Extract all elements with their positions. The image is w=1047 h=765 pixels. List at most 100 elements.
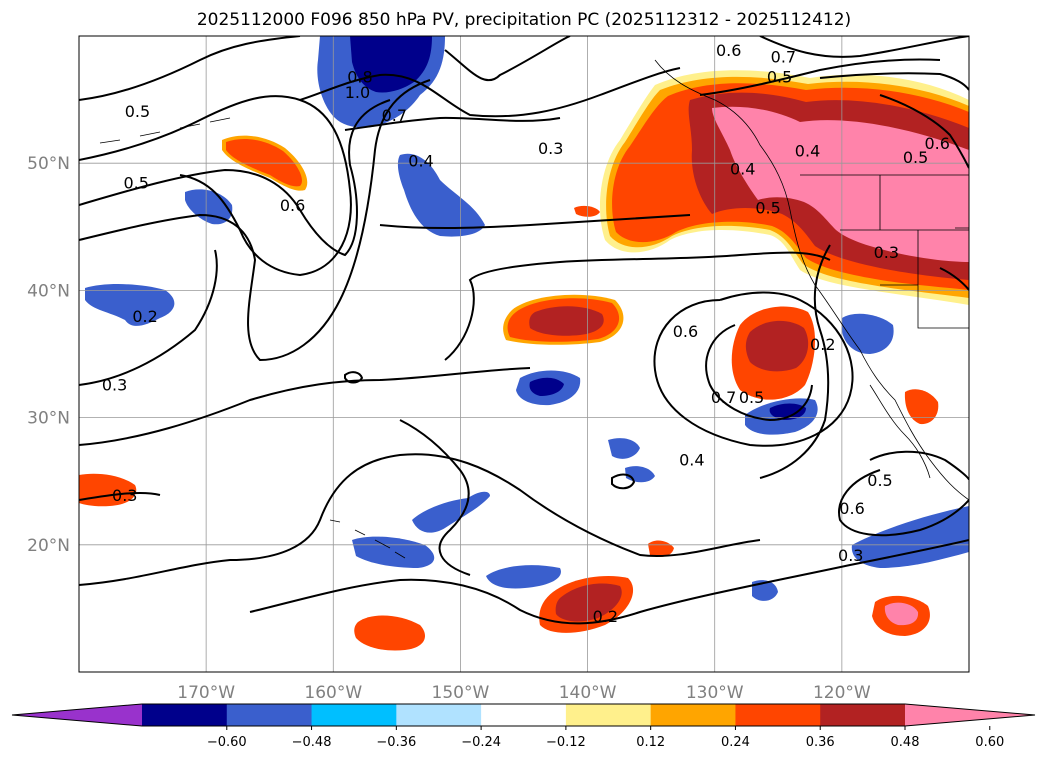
- pv-contour: [879, 94, 969, 169]
- pv-contour: [444, 251, 831, 361]
- pv-contour: [444, 36, 571, 82]
- pv-contour-label-group: 0.2: [593, 607, 618, 626]
- pv-contour-label-group: 0.7: [382, 106, 407, 125]
- pv-contour: [399, 419, 471, 576]
- coastline-baja: [869, 384, 931, 479]
- colorbar-segment: [142, 704, 228, 726]
- hawaii-islands: [329, 519, 406, 559]
- pv-contour-labels: 0.50.81.00.70.40.30.6 0.70.50.40.4 0.60.50…: [102, 41, 950, 626]
- lon-tick-label: 170°W: [177, 683, 235, 703]
- pv-contour: [344, 371, 364, 384]
- colorbar-tick-label: −0.36: [376, 735, 416, 750]
- pv-contour: [611, 473, 636, 490]
- pv-contour: [344, 116, 561, 131]
- grid-lines: [79, 36, 969, 672]
- pv-contour-label-group: 0.4: [679, 451, 704, 470]
- pv-contour-label-group: 0.5: [125, 102, 150, 121]
- precip-negative-s4: [608, 438, 640, 459]
- colorbar-extend-low: [12, 704, 142, 726]
- colorbar-segment: [735, 704, 821, 726]
- pv-contour-label: 0.4: [795, 141, 820, 160]
- pv-contour: [653, 291, 854, 447]
- pv-contour-label-group: 0.4: [408, 152, 433, 171]
- colorbar-segment: [650, 704, 736, 726]
- pv-contour-label-group: 0.5: [755, 199, 780, 218]
- precip-negative-north-2: [350, 36, 432, 93]
- pv-contour: [79, 453, 761, 586]
- lon-tick-label: 140°W: [559, 683, 617, 703]
- pv-contour: [79, 367, 531, 446]
- pv-contour-label-group: 0.3: [874, 243, 899, 262]
- precip-negative-central-2: [529, 377, 564, 396]
- pv-contour-label-group: 0.7: [711, 388, 736, 407]
- pv-contour-label-group: 0.5: [903, 148, 928, 167]
- precip-positive-nw-5: [712, 106, 969, 263]
- pv-contour-label-group: 0.4: [795, 141, 820, 160]
- colorbar-segment: [396, 704, 482, 726]
- pv-contour-label: 0.3: [874, 243, 899, 262]
- pv-contour-label: 0.7: [711, 388, 736, 407]
- pv-contour: [249, 539, 969, 625]
- pv-contour-label-group: 0.2: [810, 335, 835, 354]
- pv-contour-label: 0.5: [903, 148, 928, 167]
- precip-positive-baja: [904, 389, 939, 425]
- pv-contour: [379, 214, 691, 230]
- precip-negative-coast: [842, 313, 894, 354]
- pv-contour: [759, 244, 831, 479]
- pv-contour-label-group: 0.3: [538, 139, 563, 158]
- pv-contour: [819, 72, 969, 91]
- pv-contour-label-group: 0.6: [839, 499, 864, 518]
- precip-negative-s3: [486, 565, 561, 589]
- pv-contour-label: 1.0: [345, 83, 370, 102]
- pv-contour-label-group: 0.7: [771, 47, 796, 66]
- map-frame: [78, 35, 970, 673]
- pv-contour-label: 0.6: [924, 134, 949, 153]
- colorbar: −0.60 −0.48 −0.36 −0.24 −0.12 0.12 0.24 0.36 0.4…: [11, 703, 1036, 750]
- pv-contour: [705, 324, 813, 422]
- precip-negative-west-1: [85, 284, 175, 326]
- pv-contour-label-group: 0.6: [280, 196, 305, 215]
- pv-contour-label: 0.4: [679, 451, 704, 470]
- colorbar-segment: [311, 704, 397, 726]
- colorbar-outline: [11, 703, 1036, 727]
- pv-contours: [79, 36, 969, 625]
- pv-contour: [699, 58, 941, 96]
- precip-positive-south-2: [354, 615, 425, 651]
- pv-contour: [79, 491, 161, 501]
- axis-tick-labels: 170°W 160°W 150°W 140°W 130°W 120°W 50°N 40°N 30…: [27, 154, 871, 703]
- pv-contour-label-group: 0.6: [924, 134, 949, 153]
- pv-contour: [79, 249, 218, 386]
- pv-contour-label: 0.5: [123, 173, 148, 192]
- aleutian-islands: [99, 117, 231, 144]
- pv-contour-label-group: 0.5: [739, 388, 764, 407]
- pv-contour-label: 0.5: [125, 102, 150, 121]
- precip-positive-central-3: [529, 306, 604, 336]
- pv-contour-label: 0.5: [867, 471, 892, 490]
- pv-contour-label: 0.3: [838, 546, 863, 565]
- precip-negative-cutoff-2: [769, 403, 806, 420]
- precip-positive-goa-2: [226, 139, 303, 187]
- pv-contour: [939, 267, 969, 291]
- colorbar-tick-label: 0.60: [975, 735, 1004, 750]
- pv-contour-label: 0.5: [755, 199, 780, 218]
- pv-contour: [79, 36, 301, 101]
- figure-title: 2025112000 F096 850 hPa PV, precipitatio…: [197, 10, 851, 30]
- pv-contour-label-group: 0.3: [838, 546, 863, 565]
- precip-positive-south-3b: [884, 602, 919, 626]
- map-panel: 0.50.81.00.70.40.30.6 0.70.50.40.4 0.60.50…: [27, 35, 970, 703]
- lon-tick-label: 160°W: [304, 683, 362, 703]
- precip-positive-cutoff-2: [745, 320, 809, 372]
- pv-contour-label-group: 0.5: [123, 173, 148, 192]
- precip-negative-s2: [412, 491, 490, 533]
- pv-contour: [79, 79, 431, 362]
- pv-contour-label: 0.2: [593, 607, 618, 626]
- lon-tick-label: 150°W: [432, 683, 490, 703]
- pv-contour-label-group: 0.6: [716, 41, 741, 60]
- colorbar-tick-label: −0.60: [207, 735, 247, 750]
- pv-contour: [299, 67, 681, 118]
- colorbar-segment: [820, 704, 906, 726]
- colorbar-tick-label: −0.48: [292, 735, 332, 750]
- pv-contour-label-group: 0.3: [102, 376, 127, 395]
- pv-contour-label: 0.6: [716, 41, 741, 60]
- pv-contour-label: 0.5: [739, 388, 764, 407]
